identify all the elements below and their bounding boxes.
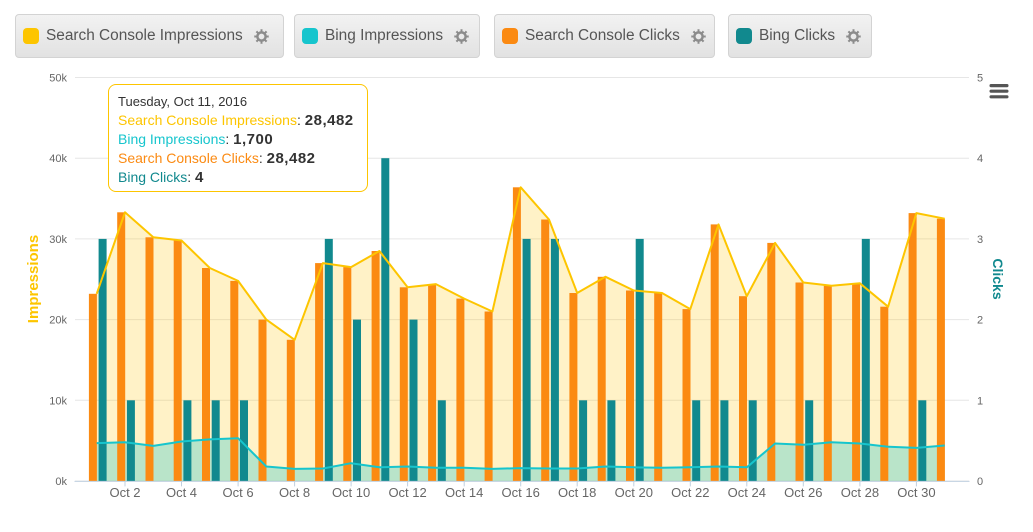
svg-text:Oct 20: Oct 20 [615, 485, 653, 500]
svg-text:Oct 2: Oct 2 [109, 485, 140, 500]
svg-text:0k: 0k [55, 476, 67, 488]
svg-text:Oct 16: Oct 16 [502, 485, 540, 500]
svg-text:Oct 22: Oct 22 [671, 485, 709, 500]
svg-text:1: 1 [977, 395, 983, 407]
svg-text:Oct 30: Oct 30 [897, 485, 935, 500]
svg-text:3: 3 [977, 234, 983, 246]
svg-text:Oct 6: Oct 6 [223, 485, 254, 500]
svg-text:Impressions: Impressions [25, 235, 42, 323]
svg-text:Oct 10: Oct 10 [332, 485, 370, 500]
svg-text:Oct 14: Oct 14 [445, 485, 483, 500]
svg-text:2: 2 [977, 315, 983, 327]
svg-text:Oct 24: Oct 24 [728, 485, 766, 500]
svg-text:30k: 30k [49, 234, 67, 246]
svg-text:Oct 26: Oct 26 [784, 485, 822, 500]
svg-text:50k: 50k [49, 73, 67, 85]
svg-text:Oct 18: Oct 18 [558, 485, 596, 500]
svg-text:Oct 28: Oct 28 [841, 485, 879, 500]
svg-text:40k: 40k [49, 153, 67, 165]
svg-text:10k: 10k [49, 395, 67, 407]
svg-text:Clicks: Clicks [990, 258, 1006, 299]
svg-text:20k: 20k [49, 315, 67, 327]
svg-text:0: 0 [977, 476, 983, 488]
svg-text:Oct 12: Oct 12 [388, 485, 426, 500]
svg-text:Oct 4: Oct 4 [166, 485, 197, 500]
svg-text:4: 4 [977, 153, 983, 165]
svg-text:Oct 8: Oct 8 [279, 485, 310, 500]
svg-text:5: 5 [977, 73, 983, 85]
